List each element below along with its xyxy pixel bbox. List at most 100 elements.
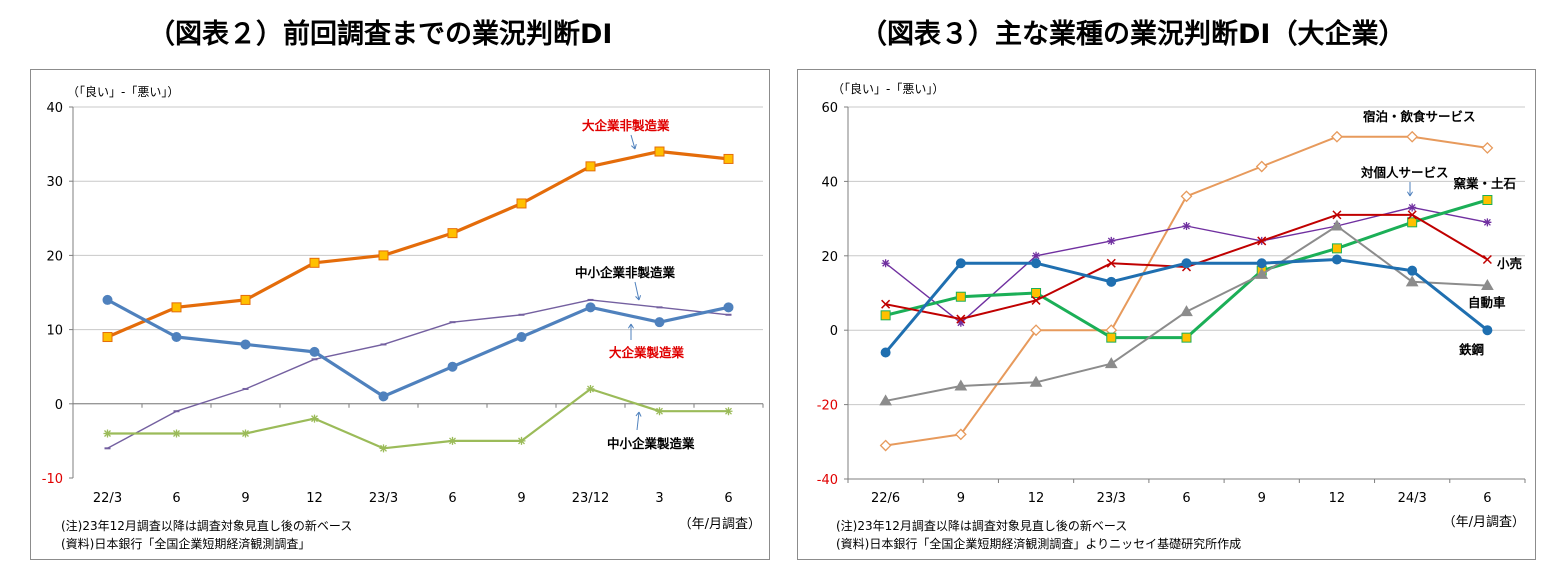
- data-point: [880, 347, 891, 358]
- data-point: [654, 317, 665, 328]
- data-point: [1408, 203, 1417, 212]
- chart-2-plot: -10 0 10 20 30 40 22/3 6 9 12 23/3 6 9 23/12 3 6 （「良い」-「…: [42, 84, 764, 532]
- x-tick-label: 6: [172, 491, 180, 506]
- data-point: [1331, 243, 1342, 254]
- y-tick-label: 10: [46, 324, 63, 339]
- series-line: [107, 299, 729, 449]
- data-point: [1181, 258, 1192, 269]
- data-point: [1331, 254, 1342, 265]
- data-point: [517, 436, 526, 445]
- data-point: [880, 310, 891, 321]
- x-tick-label: 12: [306, 491, 323, 506]
- x-tick-label: 22/6: [871, 491, 900, 506]
- data-point: [586, 384, 595, 393]
- x-tick-label: 23/3: [369, 491, 398, 506]
- data-point: [655, 407, 664, 416]
- data-point: [1256, 258, 1267, 269]
- series-label: 鉄鋼: [1459, 342, 1484, 357]
- x-tick-label: 6: [724, 491, 732, 506]
- data-point: [723, 302, 734, 313]
- data-point: [1407, 217, 1418, 228]
- data-point: [1106, 276, 1117, 287]
- data-point: [1406, 130, 1419, 143]
- series-label: 窯業・土石: [1453, 176, 1516, 191]
- data-point: [379, 444, 388, 453]
- series-line: [107, 387, 729, 450]
- data-point: [955, 258, 966, 269]
- data-point: [172, 429, 181, 438]
- data-point: [1405, 275, 1419, 287]
- x-tick-label: 12: [1028, 491, 1045, 506]
- label-leader: [636, 411, 640, 431]
- y-tick-label: 20: [46, 249, 63, 264]
- data-point: [309, 346, 320, 357]
- data-point: [171, 332, 182, 343]
- data-point: [448, 436, 457, 445]
- y-tick-label: -10: [42, 472, 63, 487]
- data-point: [879, 394, 892, 406]
- series-line: [885, 135, 1488, 447]
- data-point: [378, 391, 389, 402]
- data-point: [102, 294, 113, 305]
- label-arrowhead: [631, 144, 637, 150]
- figure-2-title: （図表２）前回調査までの業況判断DI: [148, 19, 613, 50]
- x-tick-label: 12: [1329, 491, 1346, 506]
- y-tick-label: 30: [46, 175, 63, 190]
- data-point: [654, 146, 665, 157]
- label-arrowhead: [1406, 191, 1414, 197]
- x-tick-label: 9: [1258, 491, 1266, 506]
- data-point: [1181, 332, 1192, 343]
- data-point: [954, 428, 967, 441]
- data-point: [954, 379, 968, 391]
- x-tick-label: 9: [241, 491, 249, 506]
- series-line: [106, 149, 729, 339]
- data-point: [1180, 305, 1193, 317]
- x-tick-label: 23/12: [572, 491, 609, 506]
- data-point: [1482, 325, 1493, 336]
- x-tick-label: 9: [957, 491, 965, 506]
- x-tick-label: 9: [517, 491, 525, 506]
- series-label: 自動車: [1468, 295, 1506, 310]
- data-point: [723, 153, 734, 164]
- figure-3-title: （図表３）主な業種の業況判断DI（大企業）: [860, 19, 1406, 50]
- chart-2-source: (資料)日本銀行「全国企業短期経済観測調査」: [61, 537, 311, 551]
- chart-3-source: (資料)日本銀行「全国企業短期経済観測調査」よりニッセイ基礎研究所作成: [836, 537, 1242, 551]
- data-point: [1482, 254, 1492, 265]
- x-tick-label: 24/3: [1398, 491, 1427, 506]
- data-point: [309, 257, 320, 268]
- y-tick-label: 20: [821, 250, 838, 265]
- data-point: [102, 332, 113, 343]
- data-point: [1106, 332, 1117, 343]
- data-point: [1030, 324, 1042, 337]
- data-point: [1182, 222, 1191, 231]
- x-tick-label: 6: [1483, 491, 1491, 506]
- y-tick-label: 0: [55, 398, 63, 413]
- data-point: [241, 429, 250, 438]
- data-point: [881, 299, 891, 309]
- label-arrowhead: [635, 295, 642, 301]
- label-leader: [634, 281, 640, 301]
- series-label: 中小企業製造業: [607, 436, 695, 451]
- y-axis-title: （「良い」-「悪い」）: [67, 84, 179, 99]
- data-point: [955, 291, 966, 302]
- data-point: [1330, 219, 1344, 231]
- data-point: [1107, 236, 1116, 245]
- data-point: [447, 228, 458, 239]
- y-axis-title: （「良い」-「悪い」）: [832, 81, 944, 96]
- data-point: [881, 259, 890, 268]
- data-point: [1180, 190, 1193, 203]
- chart-3-note: (注)23年12月調査以降は調査対象見直し後の新ベース: [836, 519, 1128, 533]
- chart-3-frame: -40 -20 0 20 40 60 22/6 9 12 23/3 6 9 12 24/3 6 （「良い」-「…: [797, 69, 1536, 560]
- y-tick-label: 40: [46, 101, 63, 116]
- data-point: [585, 302, 596, 313]
- data-point: [378, 250, 389, 261]
- label-arrowhead: [635, 411, 642, 417]
- y-tick-label: 40: [821, 175, 838, 190]
- data-point: [1031, 288, 1042, 298]
- data-point: [956, 314, 966, 324]
- series-label: 宿泊・飲食サービス: [1363, 109, 1476, 124]
- data-point: [1029, 375, 1043, 387]
- x-axis-title: （年/月調査）: [679, 517, 761, 532]
- series-label: 大企業非製造業: [582, 118, 670, 133]
- chart-2-frame: -10 0 10 20 30 40 22/3 6 9 12 23/3 6 9 23/12 3 6 （「良い」-「…: [30, 69, 770, 560]
